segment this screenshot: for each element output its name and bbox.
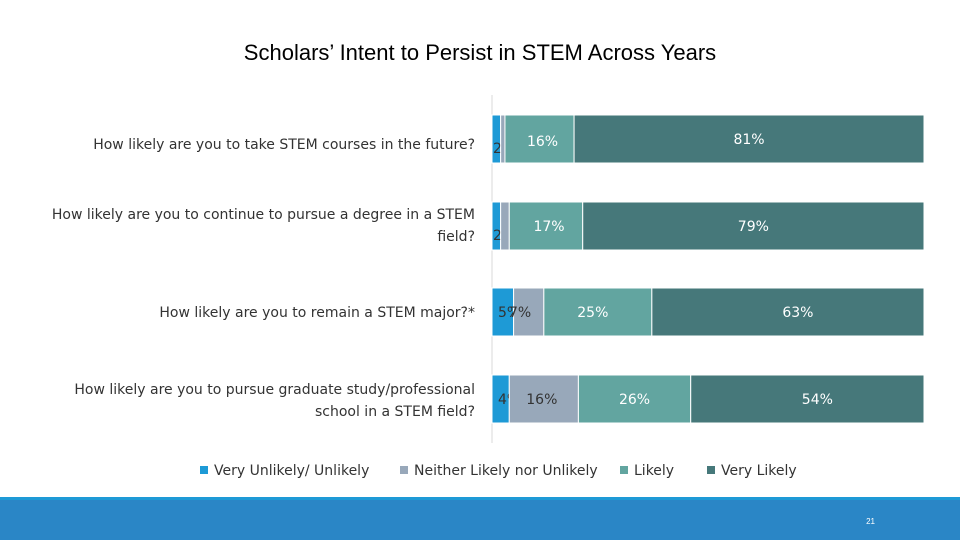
page-number: 21 (866, 517, 875, 526)
bar-pursue-degree-very-likely (582, 201, 925, 251)
legend-label-unlikely: Very Unlikely/ Unlikely (214, 463, 370, 479)
footer-stripe (0, 497, 960, 500)
data-label-take-stem-courses-very-likely: 81% (733, 132, 764, 148)
bar-remain-major-very-likely (651, 287, 925, 337)
data-label-remain-major-likely: 25% (577, 305, 608, 321)
data-label-take-stem-courses-likely: 16% (527, 134, 558, 150)
legend-item-unlikely: Very Unlikely/ Unlikely (200, 463, 369, 479)
legend-swatch-neither (400, 466, 408, 474)
bar-graduate-study-likely (577, 374, 692, 424)
bar-take-stem-courses-very-likely (573, 114, 925, 164)
legend-swatch-unlikely (200, 466, 208, 474)
data-label-graduate-study-neither: 16% (526, 392, 557, 408)
category-label-graduate-study: How likely are you to pursue graduate st… (74, 382, 475, 420)
data-label-graduate-study-likely: 26% (619, 392, 650, 408)
legend-item-very-likely: Very Likely (707, 463, 797, 479)
legend-label-very-likely: Very Likely (721, 463, 797, 479)
legend-swatch-likely (620, 466, 628, 474)
data-label-pursue-degree-very-likely: 79% (738, 219, 769, 235)
legend-label-neither: Neither Likely nor Unlikely (414, 463, 598, 479)
bar-take-stem-courses-likely (504, 114, 575, 164)
bar-graduate-study-very-likely (690, 374, 925, 424)
legend-item-neither: Neither Likely nor Unlikely (400, 463, 598, 479)
data-label-pursue-degree-likely: 17% (533, 219, 564, 235)
bar-pursue-degree-neither (500, 201, 510, 251)
chart-title: Scholars’ Intent to Persist in STEM Acro… (243, 40, 717, 65)
category-label-take-stem-courses: How likely are you to take STEM courses … (93, 137, 475, 153)
category-label-pursue-degree: How likely are you to continue to pursue… (51, 207, 475, 245)
legend-label-likely: Likely (634, 463, 675, 479)
data-label-remain-major-neither: 7% (509, 305, 531, 321)
legend-item-likely: Likely (620, 463, 674, 479)
data-label-remain-major-very-likely: 63% (782, 305, 813, 321)
footer-bar (0, 500, 960, 540)
bar-graduate-study-neither (508, 374, 579, 424)
legend-swatch-very-likely (707, 466, 715, 474)
bar-remain-major-likely (543, 287, 653, 337)
bar-take-stem-courses-neither (500, 114, 506, 164)
data-label-graduate-study-very-likely: 54% (802, 392, 833, 408)
category-label-remain-major: How likely are you to remain a STEM majo… (159, 305, 475, 321)
bar-pursue-degree-likely (508, 201, 584, 251)
